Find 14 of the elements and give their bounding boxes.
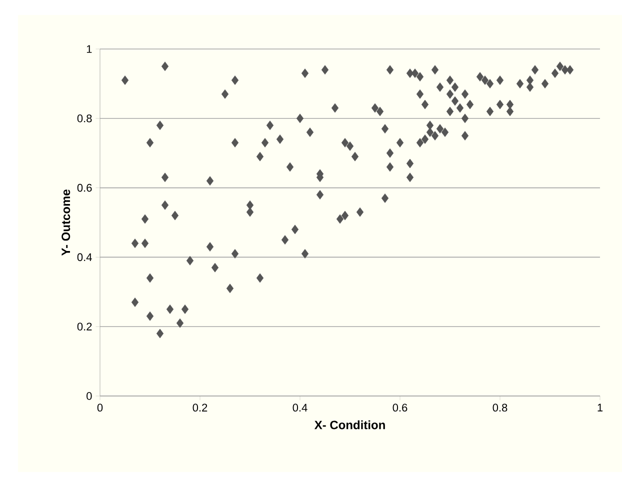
y-tick-label: 0.8 [77, 114, 92, 122]
y-tick-label: 0.4 [77, 253, 92, 262]
x-tick-label: 0.6 [392, 404, 408, 412]
x-axis-title: X- Condition [314, 420, 385, 430]
y-tick-label: 0.2 [77, 322, 92, 330]
y-tick-label: 1 [86, 45, 92, 53]
x-tick-label: 0 [97, 404, 103, 412]
x-tick-label: 0.8 [492, 404, 508, 412]
x-tick-label: 1 [598, 404, 603, 412]
y-axis-title: Y- Outcome [62, 190, 70, 256]
x-tick-label: 0.4 [292, 404, 308, 412]
y-tick-label: 0 [86, 392, 92, 400]
x-tick-label: 0.2 [192, 404, 208, 412]
y-tick-label: 0.6 [77, 184, 92, 192]
